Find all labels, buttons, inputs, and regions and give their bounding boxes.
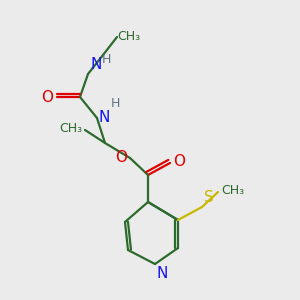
Text: CH₃: CH₃ — [117, 31, 140, 44]
Text: CH₃: CH₃ — [221, 184, 244, 196]
Text: N: N — [99, 110, 110, 125]
Text: CH₃: CH₃ — [59, 122, 82, 134]
Text: S: S — [204, 190, 214, 205]
Text: H: H — [102, 53, 111, 66]
Text: O: O — [115, 151, 127, 166]
Text: N: N — [90, 57, 101, 72]
Text: O: O — [41, 89, 53, 104]
Text: O: O — [173, 154, 185, 169]
Text: H: H — [111, 97, 120, 110]
Text: N: N — [157, 266, 168, 281]
